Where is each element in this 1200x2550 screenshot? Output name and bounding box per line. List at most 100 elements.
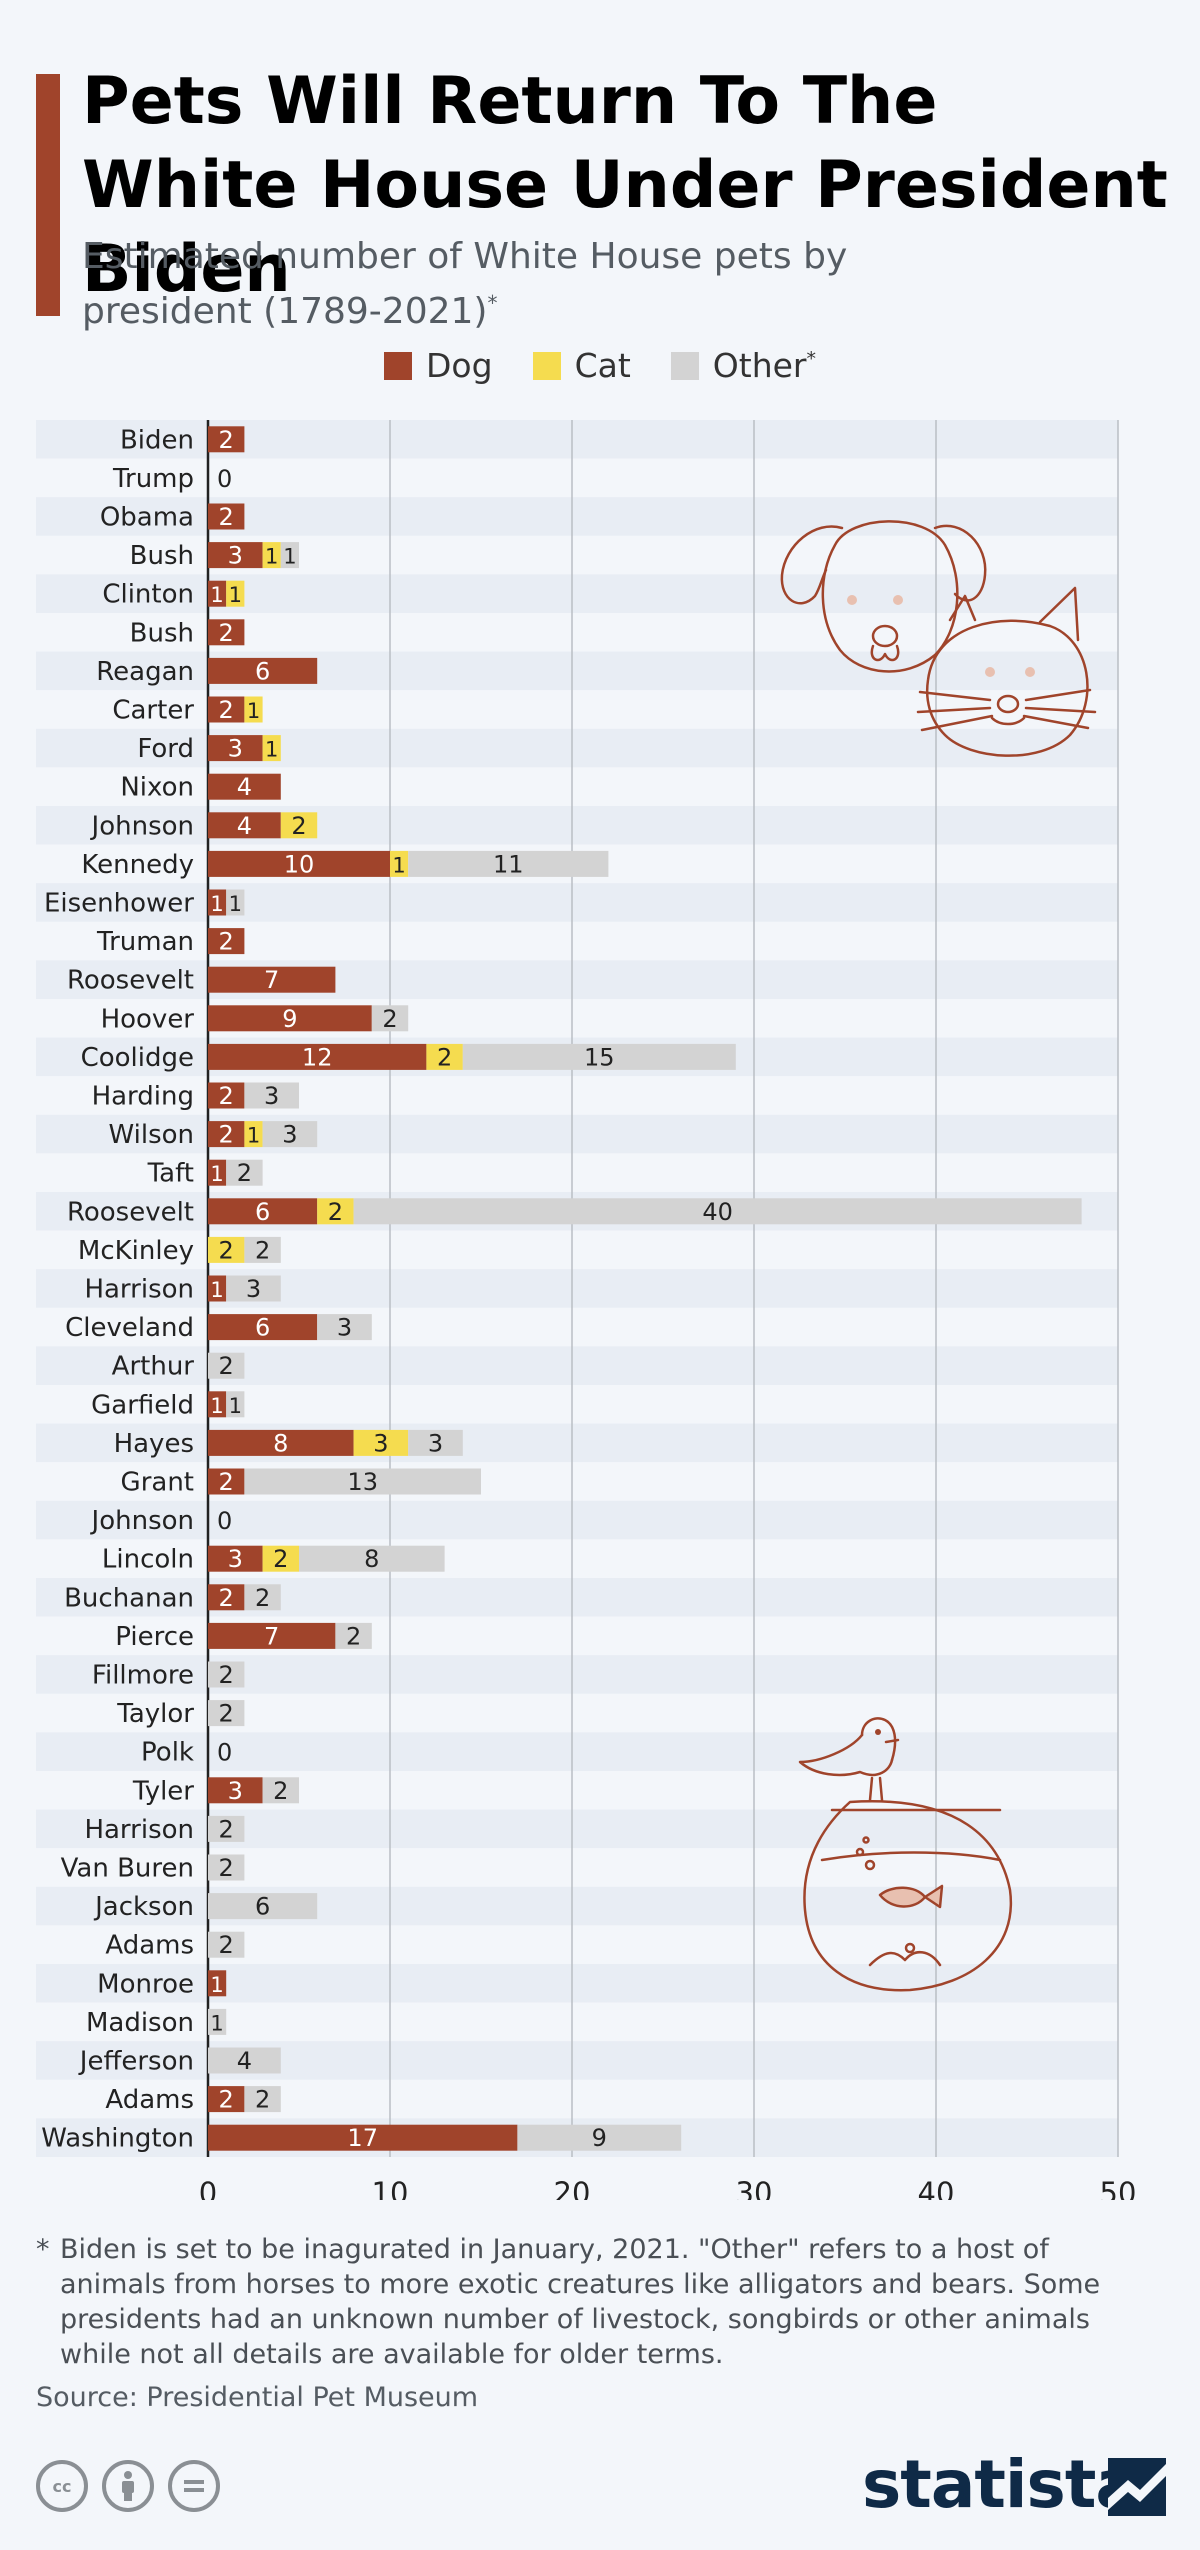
data-label: 2 [237, 1159, 252, 1187]
bar-other [226, 1159, 263, 1186]
data-label: 3 [428, 1429, 443, 1457]
bar-other [208, 1700, 245, 1727]
bar-cat [244, 696, 263, 723]
data-label: 1 [247, 699, 260, 723]
bar-dog [208, 850, 390, 877]
row-band [36, 2079, 1118, 2119]
category-label: Obama [100, 503, 194, 533]
row-band [36, 999, 1118, 1038]
bar-other [371, 1005, 409, 1032]
bar-dog [208, 1622, 336, 1649]
bar-dog [208, 542, 263, 569]
data-label: 2 [219, 1815, 234, 1843]
bar-other [408, 850, 609, 877]
category-label: Johnson [90, 811, 194, 841]
category-label: Carter [112, 696, 194, 726]
row-band [36, 960, 1118, 999]
nd-icon[interactable] [168, 2460, 220, 2512]
x-tick-label: 40 [918, 2176, 955, 2200]
bar-dog [208, 1391, 227, 1418]
bar-cat [262, 542, 281, 569]
data-label: 2 [382, 1005, 397, 1033]
x-tick-labels: 0 10 20 30 40 50 [199, 2176, 1137, 2200]
data-label: 1 [229, 892, 242, 916]
subtitle-mark: * [487, 291, 498, 315]
data-label: 6 [255, 1314, 270, 1342]
data-label: 2 [219, 696, 234, 724]
legend-swatch-cat [532, 351, 561, 380]
data-label: 2 [219, 1584, 234, 1612]
data-label: 3 [228, 1777, 243, 1805]
category-label: Taylor [116, 1699, 194, 1729]
data-label: 2 [328, 1198, 343, 1226]
data-label: 1 [210, 1973, 223, 1997]
data-label: 2 [219, 1121, 234, 1149]
row-band [36, 1809, 1118, 1849]
brand-logo[interactable]: statista [862, 2446, 1140, 2523]
category-label: Adams [105, 1931, 194, 1961]
row-band [36, 1423, 1118, 1463]
legend-label-other-text: Other [712, 346, 807, 385]
bar-other [462, 1043, 736, 1070]
legend-item-cat: Cat [532, 346, 631, 385]
row-band [36, 728, 1118, 768]
data-label: 9 [592, 2124, 607, 2152]
data-label: 2 [346, 1622, 361, 1650]
legend-item-other: Other* [670, 346, 816, 385]
by-icon[interactable] [102, 2460, 154, 2512]
data-label: 2 [219, 2086, 234, 2114]
row-band [36, 1886, 1118, 1926]
data-label: 2 [219, 1468, 234, 1496]
row-band [36, 2002, 1118, 2042]
bar-other [208, 1352, 245, 1379]
row-band [36, 1578, 1118, 1617]
category-label: Garfield [91, 1390, 194, 1420]
data-label: 3 [228, 735, 243, 763]
data-label: 1 [392, 853, 405, 877]
bar-other [517, 2124, 682, 2151]
bar-cat [390, 850, 409, 877]
data-label: 1 [265, 545, 278, 569]
row-band [36, 1616, 1118, 1656]
bar-dog [208, 1043, 427, 1070]
data-label: 9 [282, 1005, 297, 1033]
row-band [36, 1307, 1118, 1347]
footnote-text: Biden is set to be inagurated in January… [60, 2234, 1101, 2370]
data-label: 11 [493, 850, 524, 878]
bar-other [226, 889, 245, 916]
subtitle: Estimated number of White House pets by … [82, 234, 982, 335]
row-band [36, 651, 1118, 691]
category-label: Truman [96, 927, 194, 957]
data-label: 12 [302, 1043, 333, 1071]
row-band [36, 1964, 1118, 2003]
data-label: 2 [219, 1236, 234, 1264]
bar-other [353, 1198, 1082, 1225]
row-band [36, 1771, 1118, 1810]
category-label: Clinton [102, 580, 194, 610]
cc-icon[interactable]: cc [36, 2460, 88, 2512]
bar-other [262, 1777, 299, 1804]
bar-dog [208, 503, 245, 530]
bar-dog [208, 1159, 227, 1186]
category-label: Cleveland [65, 1313, 194, 1343]
row-band [36, 767, 1118, 806]
category-label: Reagan [96, 657, 194, 687]
bar-other [226, 1391, 245, 1418]
x-tick-label: 20 [554, 2176, 591, 2200]
category-label: Roosevelt [67, 1197, 194, 1227]
footnote-star: * [36, 2234, 50, 2265]
category-label: Bush [130, 618, 194, 648]
bar-dog [208, 619, 245, 646]
category-label: Hoover [101, 1004, 195, 1034]
row-band [36, 1655, 1118, 1694]
category-label: Bush [130, 541, 194, 571]
bar-dog [208, 1970, 227, 1997]
data-label: 2 [437, 1043, 452, 1071]
data-label: 3 [264, 1082, 279, 1110]
category-label: McKinley [78, 1236, 194, 1266]
category-label: Grant [121, 1468, 194, 1498]
row-bands [36, 420, 1118, 2157]
bar-cat [426, 1043, 463, 1070]
category-label: Jefferson [78, 2047, 194, 2077]
category-label: Taft [147, 1159, 194, 1189]
